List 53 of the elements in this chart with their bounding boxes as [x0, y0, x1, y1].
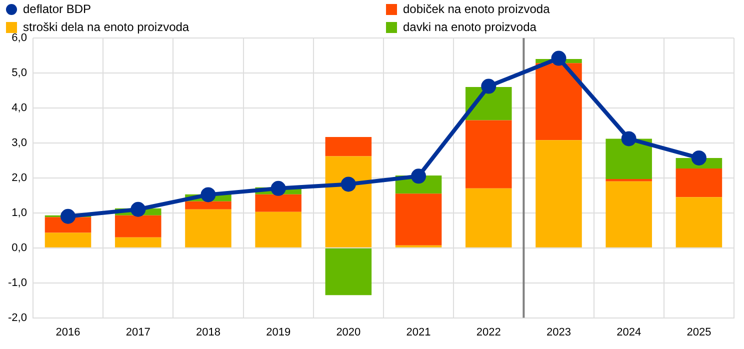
point: [481, 78, 496, 94]
bar: [536, 63, 582, 140]
legend-label: davki na enoto proizvoda: [403, 20, 536, 34]
bar: [606, 178, 652, 182]
x-tick-label: 2022: [476, 326, 501, 338]
bar: [536, 140, 582, 248]
x-tick-label: 2025: [686, 326, 712, 338]
x-tick-label: 2018: [196, 326, 220, 338]
bar: [606, 138, 652, 179]
point: [411, 168, 426, 184]
legend-label: deflator BDP: [23, 2, 92, 16]
point: [130, 202, 146, 217]
point: [60, 208, 76, 224]
point: [551, 50, 566, 66]
x-tick-label: 2024: [616, 326, 642, 338]
legend-label: stroški dela na enoto proizvoda: [23, 20, 190, 34]
x-tick-label: 2020: [336, 326, 361, 338]
bar: [325, 156, 372, 248]
x-tick-label: 2019: [266, 326, 291, 338]
bar: [395, 194, 442, 246]
bar: [676, 168, 722, 198]
x-tick-label: 2017: [126, 326, 150, 338]
bar: [185, 201, 232, 210]
point: [340, 176, 356, 192]
y-tick-label: 1,0: [12, 206, 27, 219]
point: [270, 180, 286, 196]
y-tick-label: 0,0: [12, 242, 27, 254]
bar: [185, 209, 232, 248]
y-tick-label: -1,0: [8, 276, 27, 289]
bar: [466, 188, 512, 248]
x-tick-label: 2021: [406, 326, 431, 338]
bar: [255, 194, 302, 212]
y-tick-label: -2,0: [8, 312, 27, 324]
bar: [325, 248, 372, 296]
x-tick-label: 2023: [546, 326, 571, 338]
y-tick-label: 3,0: [12, 136, 27, 149]
bar: [114, 215, 162, 238]
legend-label: dobiček na enoto proizvoda: [403, 2, 550, 16]
y-tick-label: 5,0: [12, 67, 27, 80]
x-tick-label: 2016: [56, 326, 80, 338]
y-tick-label: 6,0: [12, 32, 27, 44]
bar: [325, 136, 372, 156]
bar: [114, 237, 162, 248]
bar: [606, 181, 652, 248]
point: [200, 187, 216, 202]
point: [691, 150, 706, 166]
y-tick-label: 4,0: [12, 102, 27, 114]
bar: [255, 212, 302, 248]
point: [621, 131, 636, 146]
bar: [44, 232, 92, 248]
bar: [466, 120, 512, 188]
bar: [676, 197, 722, 248]
y-tick-label: 2,0: [12, 172, 27, 184]
